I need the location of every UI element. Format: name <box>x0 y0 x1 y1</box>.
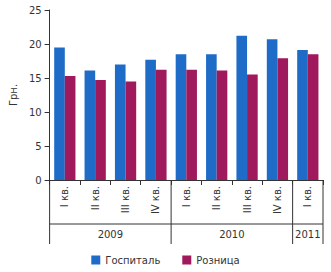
svg-text:I кв.: I кв. <box>181 186 192 207</box>
svg-text:II кв.: II кв. <box>211 186 222 210</box>
svg-text:Грн.: Грн. <box>8 84 19 106</box>
svg-text:III кв.: III кв. <box>120 186 131 213</box>
svg-text:I кв.: I кв. <box>59 186 70 207</box>
svg-text:IV кв.: IV кв. <box>150 186 161 214</box>
svg-text:15: 15 <box>29 73 42 84</box>
svg-text:Розница: Розница <box>196 255 239 266</box>
svg-text:Госпиталь: Госпиталь <box>105 255 160 266</box>
svg-text:II кв.: II кв. <box>90 186 101 210</box>
svg-text:5: 5 <box>35 141 41 152</box>
svg-text:2009: 2009 <box>98 229 123 240</box>
svg-text:20: 20 <box>29 39 42 50</box>
svg-text:2011: 2011 <box>295 229 320 240</box>
svg-text:10: 10 <box>29 107 42 118</box>
svg-text:0: 0 <box>35 175 41 186</box>
svg-text:III кв.: III кв. <box>242 186 253 213</box>
svg-text:I кв.: I кв. <box>302 186 313 207</box>
svg-text:2010: 2010 <box>219 229 244 240</box>
svg-text:IV кв.: IV кв. <box>272 186 283 214</box>
svg-text:25: 25 <box>29 5 42 16</box>
